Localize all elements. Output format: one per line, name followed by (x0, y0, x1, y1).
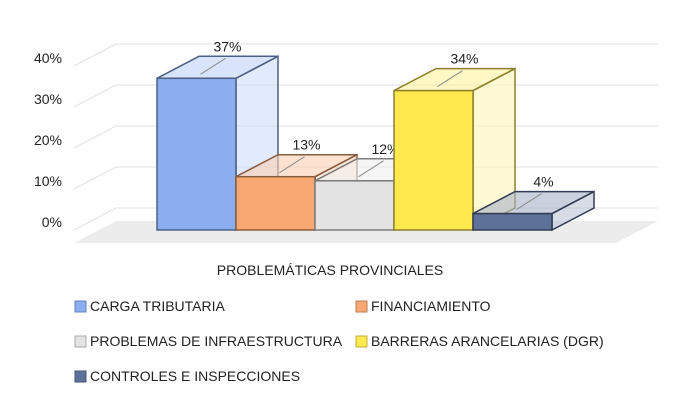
bar-front (314, 180, 395, 231)
bar-front (156, 77, 237, 231)
bar-front (472, 212, 553, 231)
data-label: 13% (292, 137, 320, 153)
data-label-leader (437, 70, 463, 88)
legend-label: FINANCIAMIENTO (371, 298, 491, 314)
legend-swatch (355, 335, 368, 348)
legend-label: BARRERAS ARANCELARIAS (DGR) (371, 333, 604, 349)
bar: 4% (472, 174, 595, 232)
data-label: 4% (533, 174, 553, 190)
data-label-leader (279, 156, 305, 174)
legend-swatch (74, 370, 87, 383)
y-tick-label: 40% (34, 50, 62, 66)
legend-label: CONTROLES E INSPECCIONES (90, 368, 300, 384)
legend-label: CARGA TRIBUTARIA (90, 298, 226, 314)
gridline-depth (73, 207, 117, 231)
legend-swatch (355, 300, 368, 313)
data-label: 37% (213, 38, 241, 54)
y-tick-label: 0% (42, 214, 62, 230)
data-label: 12% (371, 141, 399, 157)
data-label-leader (516, 193, 542, 211)
bar-front (235, 175, 316, 231)
legend-swatch (74, 335, 87, 348)
x-axis-label: PROBLEMÁTICAS PROVINCIALES (217, 262, 443, 278)
legend-label: PROBLEMAS DE INFRAESTRUCTURA (90, 333, 343, 349)
bar: 34% (393, 51, 516, 232)
gridline-depth (73, 84, 117, 108)
data-label: 34% (450, 51, 478, 67)
y-tick-label: 30% (34, 91, 62, 107)
y-tick-label: 10% (34, 173, 62, 189)
legend-swatch (74, 300, 87, 313)
gridline-depth (73, 166, 117, 190)
y-tick-label: 20% (34, 132, 62, 148)
data-label-leader (200, 57, 226, 75)
chart-legend: CARGA TRIBUTARIA FINANCIAMIENTO PROBLEMAS … (74, 298, 604, 384)
data-label-leader (358, 160, 384, 178)
gridline-depth (73, 125, 117, 149)
gridline-depth (73, 43, 117, 67)
y-axis-ticks: 0% 10% 20% 30% 40% (34, 50, 62, 230)
bar-front (393, 89, 474, 231)
bar-series: 37% 13% 12% 34% 4% (156, 38, 595, 232)
